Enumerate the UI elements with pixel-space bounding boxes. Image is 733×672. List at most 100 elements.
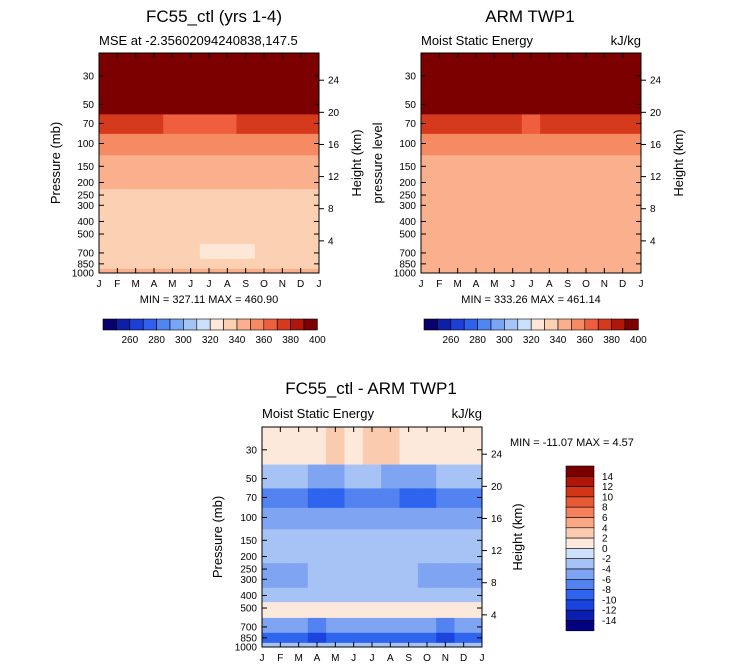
heatmap-cell xyxy=(521,213,541,229)
heatmap-cell xyxy=(503,53,523,91)
heatmap-cell xyxy=(430,133,449,156)
heatmap-cell xyxy=(540,133,559,156)
heatmap-cell xyxy=(448,90,468,115)
heatmap-cell xyxy=(436,562,455,575)
heatmap-cell xyxy=(273,133,292,156)
heatmap-cell xyxy=(503,188,523,201)
heatmap-cell xyxy=(291,243,311,259)
heatmap-cell xyxy=(521,174,541,190)
heatmap-cell xyxy=(521,188,541,201)
heatmap-cell xyxy=(472,507,483,530)
heatmap-cell xyxy=(144,213,164,229)
colorbar-box xyxy=(565,578,595,590)
heatmap-cell xyxy=(521,90,541,115)
y-tick-label: 400 xyxy=(240,591,257,602)
colorbar-label: 320 xyxy=(523,335,540,346)
heatmap-cell xyxy=(381,528,400,549)
heatmap-cell xyxy=(199,258,219,269)
colorbar-box xyxy=(544,318,559,331)
heatmap-cell xyxy=(448,258,468,269)
y2-tick-label: 12 xyxy=(328,172,340,183)
y-tick-label: 1000 xyxy=(394,269,417,280)
heatmap-cell xyxy=(271,464,290,489)
heatmap-cell xyxy=(613,213,633,229)
x-tick-label: M xyxy=(294,653,302,664)
colorbar-box xyxy=(565,517,595,529)
heatmap-cell xyxy=(503,90,523,115)
x-tick-label: A xyxy=(473,279,480,290)
colorbar-box xyxy=(565,537,595,549)
heatmap-cell xyxy=(417,587,437,603)
heatmap-cell xyxy=(454,617,474,633)
colorbar-box xyxy=(263,318,278,331)
heatmap-cell xyxy=(144,200,164,214)
heatmap-cell xyxy=(436,507,455,530)
y-tick-label: 30 xyxy=(246,445,258,456)
colorbar-label: 400 xyxy=(309,335,326,346)
heatmap-cell xyxy=(108,188,127,201)
heatmap-cell xyxy=(631,174,642,190)
heatmap-cell xyxy=(466,200,486,214)
heatmap-cell xyxy=(576,188,596,201)
heatmap-cell xyxy=(558,213,578,229)
heatmap-cell xyxy=(344,427,364,465)
y-tick-label: 300 xyxy=(399,201,416,212)
colorbar-box xyxy=(565,589,595,601)
heatmap-cell xyxy=(326,601,345,618)
heatmap-cell xyxy=(362,464,382,489)
heatmap-cell xyxy=(99,243,109,259)
colorbar-box xyxy=(303,318,318,331)
heatmap-cell xyxy=(163,227,182,244)
heatmap-cell xyxy=(466,113,486,134)
colorbar-label: 0 xyxy=(602,544,608,555)
heatmap-cell xyxy=(108,113,127,134)
x-tick-label: O xyxy=(260,279,268,290)
heatmap-cell xyxy=(485,174,504,190)
panel-units: kJ/kg xyxy=(611,33,641,48)
heatmap-cell xyxy=(262,548,272,564)
colorbar-box xyxy=(437,318,452,331)
x-tick-label: M xyxy=(331,653,339,664)
heatmap-cell xyxy=(326,528,345,549)
heatmap-cell xyxy=(144,188,164,201)
heatmap-cell xyxy=(218,133,237,156)
y-axis-label: Pressure (mb) xyxy=(48,122,63,204)
heatmap-cell xyxy=(417,617,437,633)
x-tick-label: M xyxy=(453,279,461,290)
heatmap-cell xyxy=(362,507,382,530)
heatmap-cell xyxy=(436,548,455,564)
x-tick-label: N xyxy=(601,279,608,290)
colorbar-label: 300 xyxy=(175,335,192,346)
y-tick-label: 500 xyxy=(240,604,257,615)
heatmap-cell xyxy=(326,574,345,588)
y2-tick-label: 24 xyxy=(650,76,662,87)
y-tick-label: 1000 xyxy=(72,269,95,280)
heatmap-cell xyxy=(381,574,400,588)
x-tick-label: J xyxy=(97,279,102,290)
heatmap-cell xyxy=(436,427,455,465)
heatmap-cell xyxy=(181,200,201,214)
heatmap-cell xyxy=(503,258,523,269)
heatmap-cell xyxy=(218,174,237,190)
heatmap-cell xyxy=(576,227,596,244)
min-max-stats: MIN = -11.07 MAX = 4.57 xyxy=(510,437,634,449)
heatmap-cell xyxy=(448,133,468,156)
heatmap-cell xyxy=(236,227,256,244)
heatmap-cell xyxy=(399,562,419,575)
heatmap-cell xyxy=(108,243,127,259)
heatmap-cell xyxy=(595,243,614,259)
heatmap-cell xyxy=(576,243,596,259)
heatmap-cell xyxy=(485,227,504,244)
heatmap-cell xyxy=(472,617,483,633)
colorbar-box xyxy=(565,558,595,570)
y-tick-label: 200 xyxy=(399,178,416,189)
heatmap-cell xyxy=(558,258,578,269)
heatmap-cell xyxy=(613,243,633,259)
heatmap-cell xyxy=(126,188,146,201)
min-max-stats: MIN = 333.26 MAX = 461.14 xyxy=(461,294,600,306)
heatmap-cell xyxy=(199,154,219,175)
heatmap-cell xyxy=(421,154,431,175)
heatmap-cell xyxy=(430,154,449,175)
heatmap-cell xyxy=(430,113,449,134)
